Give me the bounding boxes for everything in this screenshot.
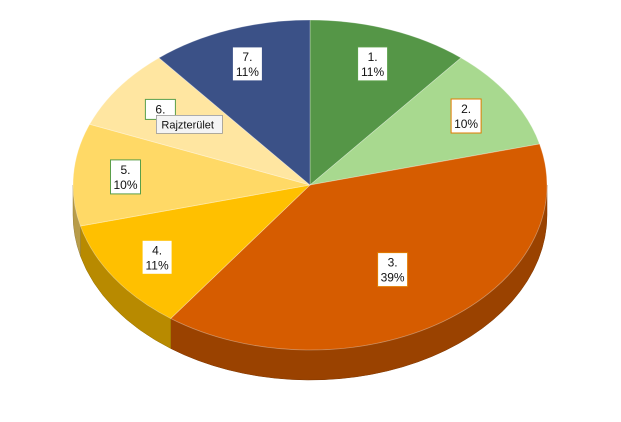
data-label-1: 1.11%: [357, 46, 389, 82]
pie-slice-4[interactable]: [79, 184, 312, 319]
tooltip: Rajzterület: [155, 115, 223, 134]
data-label-value: 39%: [381, 271, 405, 285]
pie-slices: [72, 19, 548, 351]
data-label-value: 11%: [236, 65, 259, 79]
data-label-category: 1.: [368, 50, 378, 64]
data-label-value: 10%: [113, 178, 137, 192]
data-label-category: 4.: [152, 243, 162, 257]
data-label-2: 2.10%: [450, 98, 482, 134]
data-label-value: 10%: [454, 117, 478, 131]
pie-slice-2[interactable]: [308, 57, 541, 186]
pie-slice-3[interactable]: [170, 143, 548, 351]
data-label-box: [231, 46, 263, 82]
data-label-category: 6.: [155, 102, 165, 116]
data-label-value: 11%: [146, 258, 169, 272]
data-label-4: 4.11%: [141, 239, 173, 275]
pie-slice-7[interactable]: [158, 19, 311, 186]
data-label-category: 2.: [461, 102, 471, 116]
data-label-category: 3.: [388, 256, 398, 270]
pie-data-labels: 1.11%2.10%3.39%4.11%5.10%6.7.11%: [110, 46, 482, 288]
data-label-5: 5.10%: [110, 159, 141, 195]
tooltip-box: Rajzterület: [155, 115, 223, 134]
data-label-value: 11%: [361, 65, 384, 79]
data-label-7: 7.11%: [231, 46, 263, 82]
data-label-box: [357, 46, 389, 82]
data-label-box: [141, 239, 173, 275]
pie-slice-1[interactable]: [309, 19, 462, 186]
data-label-category: 7.: [242, 50, 252, 64]
data-label-6: 6.: [144, 98, 176, 120]
pie-slice-5[interactable]: [72, 123, 311, 227]
data-label-3: 3.39%: [377, 252, 409, 288]
data-label-category: 5.: [120, 163, 130, 177]
data-label-box: [377, 252, 409, 288]
data-label-box: [110, 159, 141, 195]
tooltip-background: [155, 115, 223, 134]
tooltip-text: Rajzterület: [161, 119, 214, 131]
data-label-box: [450, 98, 482, 134]
